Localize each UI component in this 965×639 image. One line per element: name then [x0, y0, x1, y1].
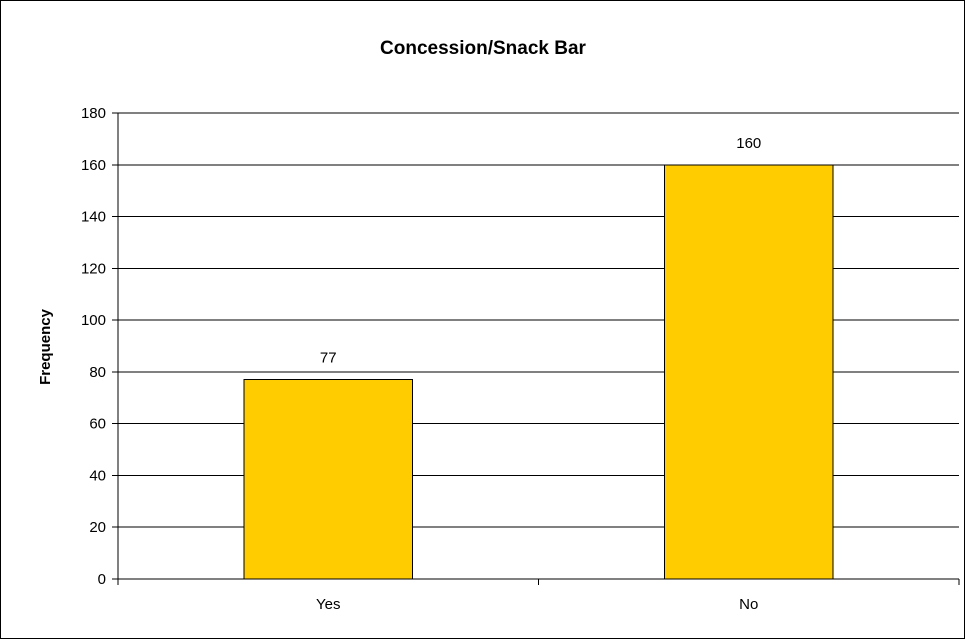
- bars: [243, 164, 834, 580]
- axes: [112, 112, 960, 585]
- bar-yes: [243, 379, 413, 580]
- y-tick-label: 40: [89, 467, 106, 484]
- x-tick-label-yes: Yes: [316, 596, 340, 613]
- chart-title: Concession/Snack Bar: [380, 38, 587, 59]
- labels: 0 20 40 60 80 100 120 140 160 180 77 Yes 160 No: [81, 105, 761, 613]
- y-tick-label: 100: [81, 312, 106, 329]
- y-tick-label: 140: [81, 209, 106, 226]
- data-label-no: 160: [736, 135, 761, 152]
- y-tick-label: 60: [89, 416, 106, 433]
- y-tick-label: 20: [89, 519, 106, 536]
- y-tick-label: 80: [89, 364, 106, 381]
- x-tick-label-no: No: [739, 596, 758, 613]
- y-tick-label: 180: [81, 105, 106, 122]
- y-tick-label: 0: [98, 571, 106, 588]
- data-label-yes: 77: [320, 350, 337, 367]
- bar-no: [664, 164, 834, 580]
- y-tick-label: 120: [81, 260, 106, 277]
- y-axis-label: Frequency: [37, 308, 54, 385]
- y-tick-label: 160: [81, 157, 106, 174]
